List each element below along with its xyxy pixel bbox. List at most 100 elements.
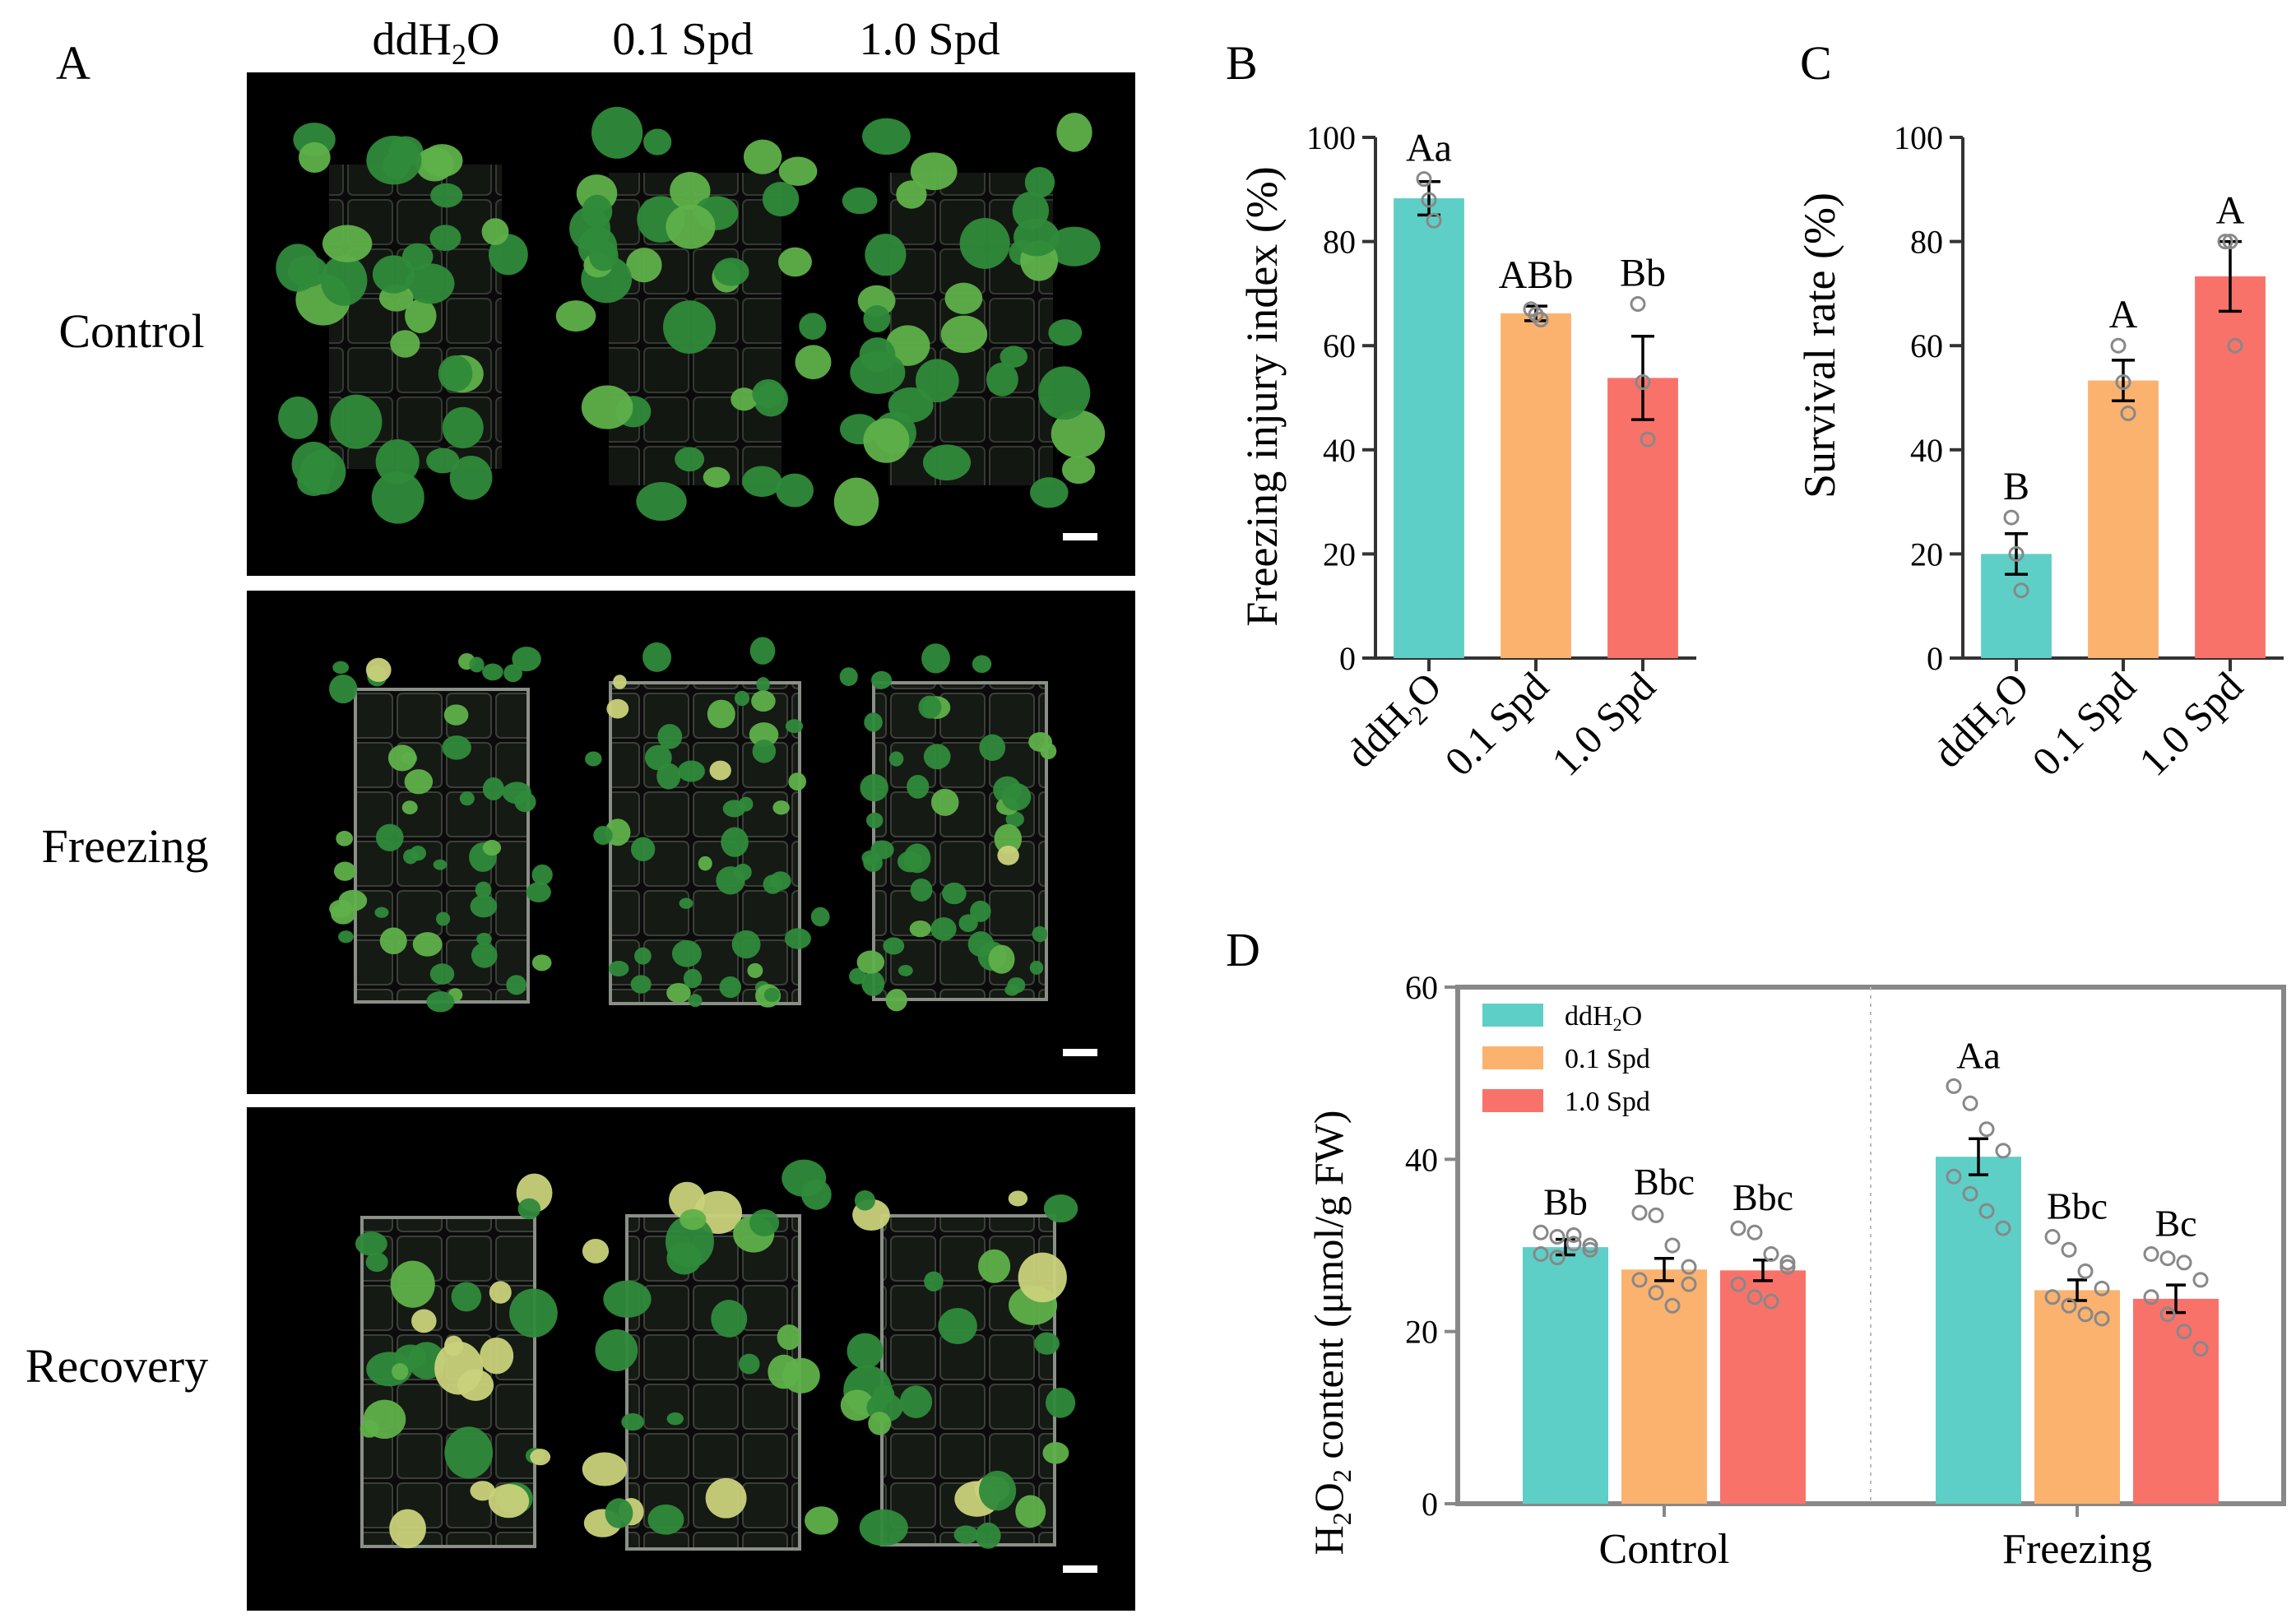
data-point — [1779, 1259, 1796, 1275]
leaf — [442, 735, 471, 760]
data-point — [2077, 1306, 2094, 1323]
leaf — [512, 647, 541, 672]
leaf — [489, 1281, 512, 1304]
leaf — [480, 1337, 514, 1375]
data-point — [2115, 374, 2131, 391]
leaf — [470, 895, 498, 918]
leaf — [366, 135, 422, 185]
leaf — [365, 657, 392, 682]
panel-a-column-label-1.0-spd: 1.0 Spd — [859, 14, 1000, 65]
significance-letter: Bb — [1620, 252, 1666, 295]
leaf — [953, 1525, 979, 1544]
leaf — [883, 937, 905, 955]
leaf — [909, 920, 931, 938]
chart-b: 0 20 40 60 80 100 Aa ddH2O ABb 0.1 Spd Bb 1.0 Spd — [1306, 119, 1696, 785]
significance-letter: Aa — [1406, 127, 1452, 170]
leaf — [871, 670, 893, 689]
leaf — [526, 882, 551, 902]
leaf — [372, 255, 415, 294]
leaf — [679, 897, 693, 909]
panel-a-row-label-recovery: Recovery — [26, 1339, 208, 1393]
data-point — [1648, 1207, 1664, 1223]
leaf — [333, 861, 356, 881]
data-point — [2044, 1289, 2061, 1305]
leaf — [506, 975, 527, 995]
leaf — [994, 823, 1023, 855]
leaf — [784, 928, 811, 949]
leaf — [978, 1249, 1011, 1283]
bar — [1936, 1157, 2021, 1504]
leaf — [444, 1426, 494, 1479]
leaf — [896, 180, 927, 209]
leaf — [430, 183, 463, 208]
leaf — [778, 247, 812, 277]
panel-b: B Freezing injury index (%) 0 20 40 60 80 100… — [1226, 36, 1696, 785]
leaf — [643, 128, 672, 155]
leaf — [675, 447, 705, 472]
data-point — [2176, 1324, 2192, 1340]
leaf — [1038, 366, 1091, 420]
significance-letter: B — [2003, 465, 2029, 508]
leaf — [801, 1179, 832, 1210]
leaf — [475, 881, 492, 898]
leaf — [403, 849, 419, 865]
leaf — [722, 800, 746, 818]
leaf — [459, 791, 475, 806]
leaf — [666, 1412, 684, 1426]
leaf — [698, 856, 712, 871]
data-point — [2159, 1250, 2176, 1267]
leaf — [842, 187, 878, 215]
leaf — [603, 1280, 652, 1318]
leaf — [942, 882, 967, 905]
data-point — [2094, 1280, 2110, 1296]
leaf — [517, 1198, 541, 1220]
data-point — [1946, 1168, 1962, 1185]
significance-letter: Aa — [1956, 1034, 2001, 1076]
leaf — [742, 466, 782, 498]
leaf — [863, 418, 910, 463]
leaf — [530, 1449, 551, 1466]
leaf — [762, 181, 800, 217]
leaf — [438, 355, 473, 392]
data-point — [2013, 582, 2029, 599]
leaf — [918, 695, 942, 719]
legend-swatch — [1482, 1004, 1543, 1027]
leaf — [885, 989, 907, 1012]
y-tick-label: 0 — [1422, 1486, 1438, 1523]
legend-label: 0.1 Spd — [1565, 1044, 1650, 1074]
leaf — [1032, 925, 1048, 943]
leaf — [332, 661, 350, 675]
data-point — [1549, 1250, 1565, 1266]
leaf — [861, 850, 880, 866]
data-point — [1640, 431, 1656, 447]
leaf — [671, 939, 702, 967]
leaf — [1028, 731, 1053, 752]
leaf — [866, 812, 884, 828]
leaf — [763, 874, 783, 894]
data-point — [1426, 212, 1442, 229]
bar — [1501, 313, 1571, 658]
leaf — [888, 751, 904, 767]
leaf — [776, 473, 814, 508]
leaf — [683, 968, 703, 989]
data-point — [1533, 312, 1549, 328]
photo-recovery — [247, 1107, 1135, 1611]
significance-letter: Bb — [1543, 1180, 1588, 1222]
leaf — [322, 225, 373, 262]
leaf — [738, 1353, 760, 1375]
leaf — [670, 171, 711, 211]
leaf — [392, 1363, 409, 1380]
panel-letter-d: D — [1226, 923, 1260, 976]
x-group-label: Control — [1599, 1526, 1730, 1573]
leaf — [449, 455, 493, 500]
leaf — [443, 704, 469, 726]
leaf — [705, 1477, 747, 1519]
leaf — [1008, 1190, 1028, 1207]
data-point — [2094, 1310, 2110, 1327]
panel-letter-c: C — [1800, 36, 1832, 90]
leaf — [1015, 1495, 1046, 1528]
leaf — [644, 744, 672, 771]
data-point — [2159, 1306, 2176, 1323]
data-point — [1533, 1245, 1549, 1262]
data-point — [2192, 1272, 2209, 1288]
